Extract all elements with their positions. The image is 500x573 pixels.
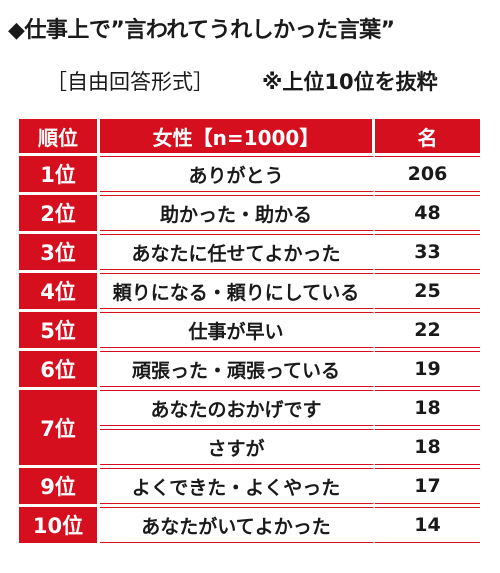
count-cell: 25 (375, 273, 480, 309)
word-cell: あなたがいてよかった (100, 507, 375, 543)
count-cell: 22 (375, 312, 480, 348)
table-row: 9位 よくできた・よくやった 17 (19, 468, 480, 504)
rank-cell: 9位 (19, 468, 100, 504)
count-cell: 17 (375, 468, 480, 504)
count-cell: 19 (375, 351, 480, 387)
table-row: 5位 仕事が早い 22 (19, 312, 480, 348)
rank-cell: 4位 (19, 273, 100, 309)
word-cell: 頑張った・頑張っている (100, 351, 375, 387)
count-cell: 14 (375, 507, 480, 543)
table-row: 1位 ありがとう 206 (19, 156, 480, 192)
word-cell: さすが (100, 429, 375, 465)
page-title: ◆仕事上で”言われてうれしかった言葉” (8, 18, 395, 43)
count-cell: 18 (375, 390, 480, 426)
word-cell: 頼りになる・頼りにしている (100, 273, 375, 309)
table-row: 6位 頑張った・頑張っている 19 (19, 351, 480, 387)
table-header-row: 順位 女性【n=1000】 名 (19, 119, 480, 153)
rank-cell: 1位 (19, 156, 100, 192)
word-cell: 仕事が早い (100, 312, 375, 348)
table-row: 7位 あなたのおかげです 18 (19, 390, 480, 465)
table-row: さすが 18 (19, 429, 480, 465)
word-cell: ありがとう (100, 156, 375, 192)
table-row: 3位 あなたに任せてよかった 33 (19, 234, 480, 270)
table-row: 10位 あなたがいてよかった 14 (19, 507, 480, 543)
count-cell: 206 (375, 156, 480, 192)
word-cell: よくできた・よくやった (100, 468, 375, 504)
top10-note: ※上位10位を抜粋 (262, 70, 438, 94)
answer-format-label: ［自由回答形式］ (46, 70, 214, 94)
rank-cell: 10位 (19, 507, 100, 543)
table-row: 2位 助かった・助かる 48 (19, 195, 480, 231)
count-cell: 18 (375, 429, 480, 465)
rank-cell-merged: 7位 (19, 390, 100, 465)
rank-cell: 3位 (19, 234, 100, 270)
count-cell: 33 (375, 234, 480, 270)
word-cell: あなたのおかげです (100, 390, 375, 426)
rank-cell: 6位 (19, 351, 100, 387)
count-cell: 48 (375, 195, 480, 231)
rank-cell: 2位 (19, 195, 100, 231)
table-row: 4位 頼りになる・頼りにしている 25 (19, 273, 480, 309)
header-word: 女性【n=1000】 (100, 119, 375, 153)
rank-cell: 5位 (19, 312, 100, 348)
ranking-table: 順位 女性【n=1000】 名 1位 ありがとう 206 2位 助かった・助かる… (19, 116, 480, 546)
word-cell: 助かった・助かる (100, 195, 375, 231)
word-cell: あなたに任せてよかった (100, 234, 375, 270)
header-count: 名 (375, 119, 480, 153)
header-rank: 順位 (19, 119, 100, 153)
